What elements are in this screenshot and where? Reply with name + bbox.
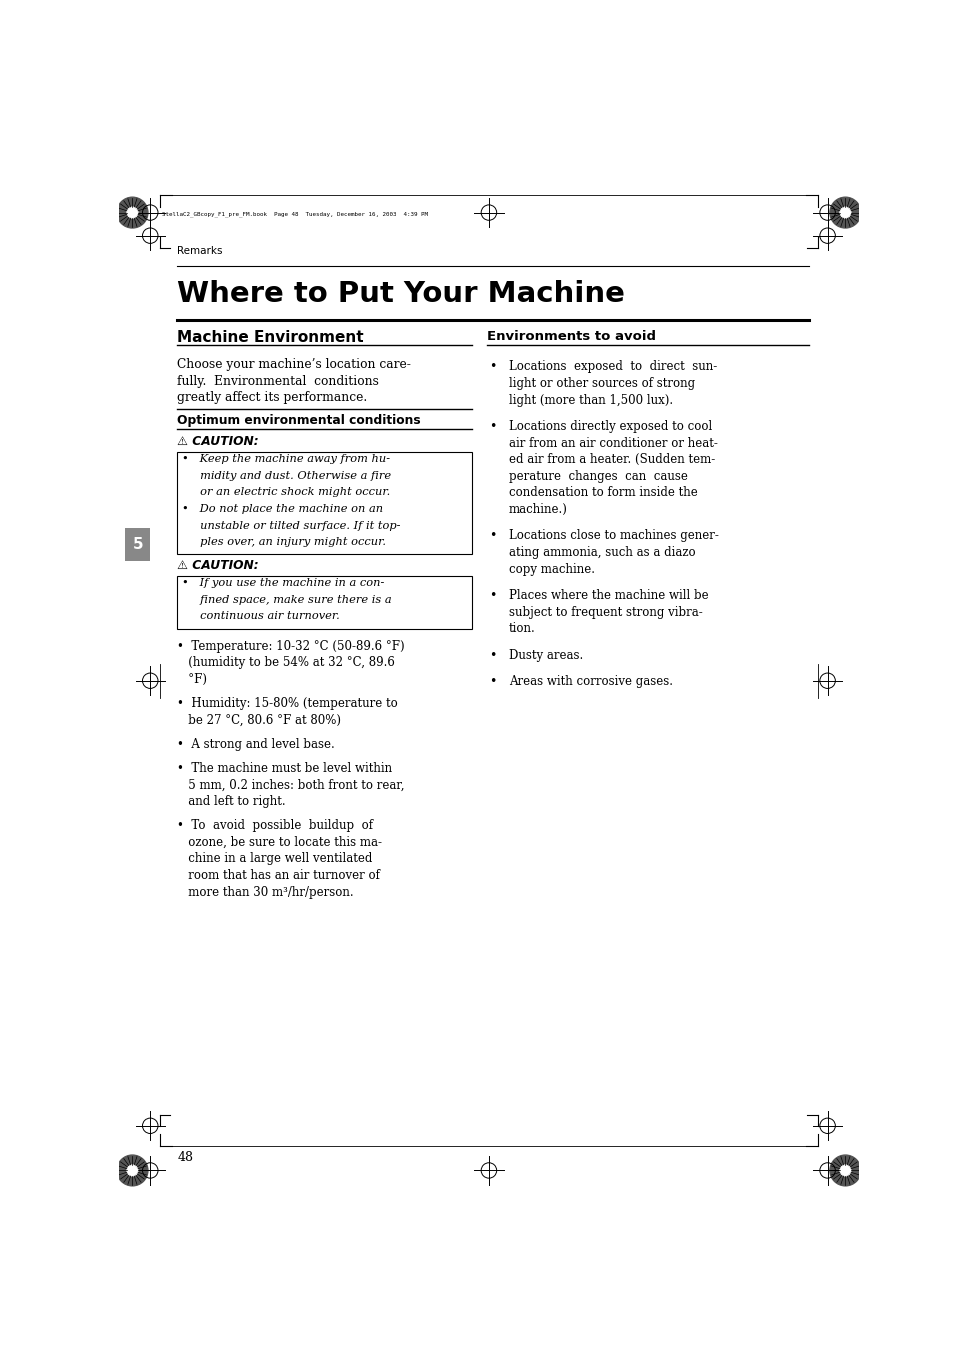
Text: midity and dust. Otherwise a fire: midity and dust. Otherwise a fire <box>182 470 391 481</box>
Text: Areas with corrosive gases.: Areas with corrosive gases. <box>509 675 673 689</box>
Text: •  Humidity: 15-80% (temperature to: • Humidity: 15-80% (temperature to <box>177 697 397 710</box>
Text: °F): °F) <box>177 673 207 686</box>
Text: chine in a large well ventilated: chine in a large well ventilated <box>177 852 373 865</box>
Text: 48: 48 <box>177 1151 193 1163</box>
Text: continuous air turnover.: continuous air turnover. <box>182 612 339 621</box>
Text: •  Temperature: 10-32 °C (50-89.6 °F): • Temperature: 10-32 °C (50-89.6 °F) <box>177 639 405 652</box>
Text: Locations close to machines gener-: Locations close to machines gener- <box>509 530 719 542</box>
Text: machine.): machine.) <box>509 503 567 516</box>
Text: •  To  avoid  possible  buildup  of: • To avoid possible buildup of <box>177 820 373 832</box>
Text: fined space, make sure there is a: fined space, make sure there is a <box>182 594 392 605</box>
Text: tion.: tion. <box>509 623 536 635</box>
Text: copy machine.: copy machine. <box>509 562 595 576</box>
Text: be 27 °C, 80.6 °F at 80%): be 27 °C, 80.6 °F at 80%) <box>177 713 341 727</box>
Text: •  The machine must be level within: • The machine must be level within <box>177 762 392 775</box>
Text: •: • <box>488 589 496 603</box>
Circle shape <box>840 208 850 218</box>
Text: Locations  exposed  to  direct  sun-: Locations exposed to direct sun- <box>509 360 717 373</box>
Circle shape <box>127 208 137 218</box>
Text: Where to Put Your Machine: Where to Put Your Machine <box>177 279 624 307</box>
Text: perature  changes  can  cause: perature changes can cause <box>509 469 687 483</box>
Text: Optimum environmental conditions: Optimum environmental conditions <box>177 414 420 427</box>
Text: or an electric shock might occur.: or an electric shock might occur. <box>182 488 390 497</box>
Text: (humidity to be 54% at 32 °C, 89.6: (humidity to be 54% at 32 °C, 89.6 <box>177 656 395 669</box>
Text: •: • <box>488 648 496 662</box>
Text: ⚠ CAUTION:: ⚠ CAUTION: <box>177 559 258 572</box>
Text: •  A strong and level base.: • A strong and level base. <box>177 737 335 751</box>
Text: greatly affect its performance.: greatly affect its performance. <box>177 391 367 404</box>
Text: Dusty areas.: Dusty areas. <box>509 648 582 662</box>
Circle shape <box>117 197 148 228</box>
Text: •: • <box>488 421 496 433</box>
Text: 5 mm, 0.2 inches: both front to rear,: 5 mm, 0.2 inches: both front to rear, <box>177 779 404 791</box>
Circle shape <box>829 197 860 228</box>
Bar <box>177 576 472 628</box>
Text: Machine Environment: Machine Environment <box>177 330 364 345</box>
Text: StellaC2_GBcopy_F1_pre_FM.book  Page 48  Tuesday, December 16, 2003  4:39 PM: StellaC2_GBcopy_F1_pre_FM.book Page 48 T… <box>162 212 428 217</box>
Text: room that has an air turnover of: room that has an air turnover of <box>177 869 380 882</box>
Circle shape <box>117 1155 148 1186</box>
Text: ozone, be sure to locate this ma-: ozone, be sure to locate this ma- <box>177 836 382 849</box>
Text: fully.  Environmental  conditions: fully. Environmental conditions <box>177 375 379 388</box>
Text: Remarks: Remarks <box>177 247 223 256</box>
Text: •: • <box>488 530 496 542</box>
Text: •   Keep the machine away from hu-: • Keep the machine away from hu- <box>182 454 390 464</box>
Text: 5: 5 <box>132 537 143 551</box>
Text: ed air from a heater. (Sudden tem-: ed air from a heater. (Sudden tem- <box>509 453 715 466</box>
Text: Locations directly exposed to cool: Locations directly exposed to cool <box>509 421 712 433</box>
Text: ⚠ CAUTION:: ⚠ CAUTION: <box>177 435 258 448</box>
Text: more than 30 m³/hr/person.: more than 30 m³/hr/person. <box>177 886 354 899</box>
Text: light (more than 1,500 lux).: light (more than 1,500 lux). <box>509 394 673 407</box>
Text: •: • <box>488 360 496 373</box>
Text: light or other sources of strong: light or other sources of strong <box>509 377 695 390</box>
Bar <box>125 528 150 561</box>
Text: condensation to form inside the: condensation to form inside the <box>509 487 697 499</box>
Text: ples over, an injury might occur.: ples over, an injury might occur. <box>182 537 386 547</box>
Circle shape <box>127 1165 137 1175</box>
Text: Choose your machine’s location care-: Choose your machine’s location care- <box>177 359 411 371</box>
Text: •: • <box>488 675 496 689</box>
Circle shape <box>829 1155 860 1186</box>
Text: subject to frequent strong vibra-: subject to frequent strong vibra- <box>509 605 702 619</box>
Text: Environments to avoid: Environments to avoid <box>487 330 656 342</box>
Text: •   If you use the machine in a con-: • If you use the machine in a con- <box>182 578 384 588</box>
Text: •   Do not place the machine on an: • Do not place the machine on an <box>182 504 383 514</box>
Circle shape <box>840 1165 850 1175</box>
Text: air from an air conditioner or heat-: air from an air conditioner or heat- <box>509 437 718 450</box>
Text: Places where the machine will be: Places where the machine will be <box>509 589 708 603</box>
Bar <box>177 452 472 554</box>
Text: ating ammonia, such as a diazo: ating ammonia, such as a diazo <box>509 546 695 559</box>
Text: and left to right.: and left to right. <box>177 795 286 807</box>
Text: unstable or tilted surface. If it top-: unstable or tilted surface. If it top- <box>182 520 400 531</box>
